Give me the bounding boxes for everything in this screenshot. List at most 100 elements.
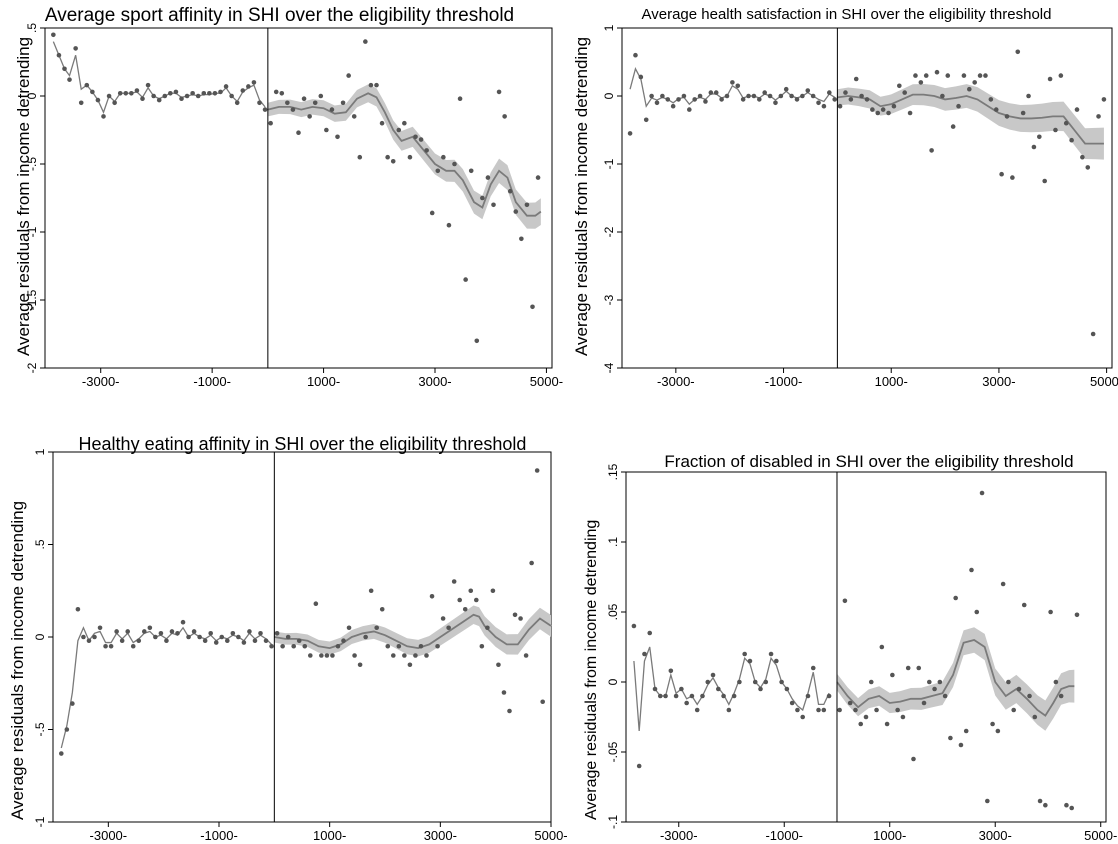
data-point [175,631,180,636]
data-point [62,66,67,72]
data-point [731,693,737,699]
data-point [907,110,913,116]
data-point [794,97,800,102]
fit-line-right [274,613,552,650]
data-point [1026,93,1031,99]
data-point [1064,802,1069,808]
data-point [1031,144,1037,150]
data-point [479,643,485,649]
data-point [853,76,859,82]
data-point [219,634,225,640]
data-point [990,721,995,727]
data-point [983,73,988,78]
data-point [269,643,274,649]
data-point [779,679,784,685]
data-point [274,631,280,636]
data-point [999,171,1004,177]
data-point [1027,693,1032,699]
data-point [413,653,418,658]
data-point [190,90,195,96]
data-point [631,623,637,629]
data-point [530,304,535,310]
data-point [700,693,705,699]
data-point [676,97,681,102]
data-point [136,638,142,643]
data-point [207,90,212,96]
x-tick-label: 5000- [1090,374,1118,389]
data-point [147,625,153,631]
data-point [795,707,800,713]
y-tick-label: 0 [25,92,39,99]
data-point [703,99,708,104]
chart-title: Fraction of disabled in SHI over the eli… [664,452,1074,471]
data-point [1053,127,1058,133]
data-point [485,625,490,631]
data-point [78,100,84,106]
data-point [67,77,72,82]
data-point [330,653,335,658]
data-point [424,653,429,658]
data-point [129,90,134,96]
data-point [800,714,806,720]
data-point [692,97,697,102]
data-point [1048,609,1053,615]
data-point [485,175,491,180]
data-point [668,668,674,674]
x-tick-label: -1000- [765,374,803,389]
data-point [357,154,363,160]
data-point [230,631,236,636]
data-point [108,643,114,649]
y-tick-label: 0 [606,678,620,685]
data-point [897,83,902,89]
data-point [726,707,732,713]
data-point [307,114,312,119]
x-tick-label: 5000- [530,374,563,389]
chart-plot: -.1 -.05 0 .05 .1 .15 -3000- -1000- 1000- 3000- 50… [606,463,1117,843]
data-point [932,686,937,692]
data-point [379,120,385,126]
fit-line-left [633,646,830,732]
chart-plot: -2 -1.5 -1 -.5 0 .5 -3000- -1000- 1000- 3000- 5000… [25,23,563,389]
data-point [512,612,518,618]
y-tick-label: 0 [602,92,616,99]
data-point [902,90,907,95]
data-point [180,619,186,625]
data-point [441,154,446,160]
plot-frame [44,27,553,369]
data-point [763,679,769,685]
data-point [119,638,125,643]
data-point [921,700,927,706]
data-point [268,120,273,126]
x-tick-label: -3000- [82,374,120,389]
data-point [162,93,168,99]
data-point [740,97,746,102]
data-point [694,707,700,713]
data-point [390,158,396,164]
y-tick-label: 0 [33,633,47,640]
data-point [368,588,374,594]
data-point [396,643,402,649]
y-tick-label: -1 [33,816,47,827]
data-point [114,629,119,634]
data-point [534,468,540,473]
data-point [647,630,653,636]
y-tick-label: -1.5 [25,289,39,310]
data-point [967,86,972,92]
data-point [374,625,380,631]
chart-plot: -1 -.5 0 .5 1 -3000- -1000- 1000- 3000- 5000- [33,448,568,843]
x-tick-label: 3000- [979,828,1012,843]
data-point [402,120,407,126]
data-point [670,103,676,109]
data-point [758,686,763,692]
x-tick-label: 5000- [534,828,567,843]
data-point [279,90,285,96]
data-point [826,693,832,699]
data-point [457,597,463,603]
data-point [236,634,241,640]
data-point [97,625,103,631]
x-tick-label: 5000- [1084,828,1117,843]
data-point [993,107,999,112]
data-point [184,93,190,99]
data-point [229,93,234,99]
data-point [130,643,136,649]
